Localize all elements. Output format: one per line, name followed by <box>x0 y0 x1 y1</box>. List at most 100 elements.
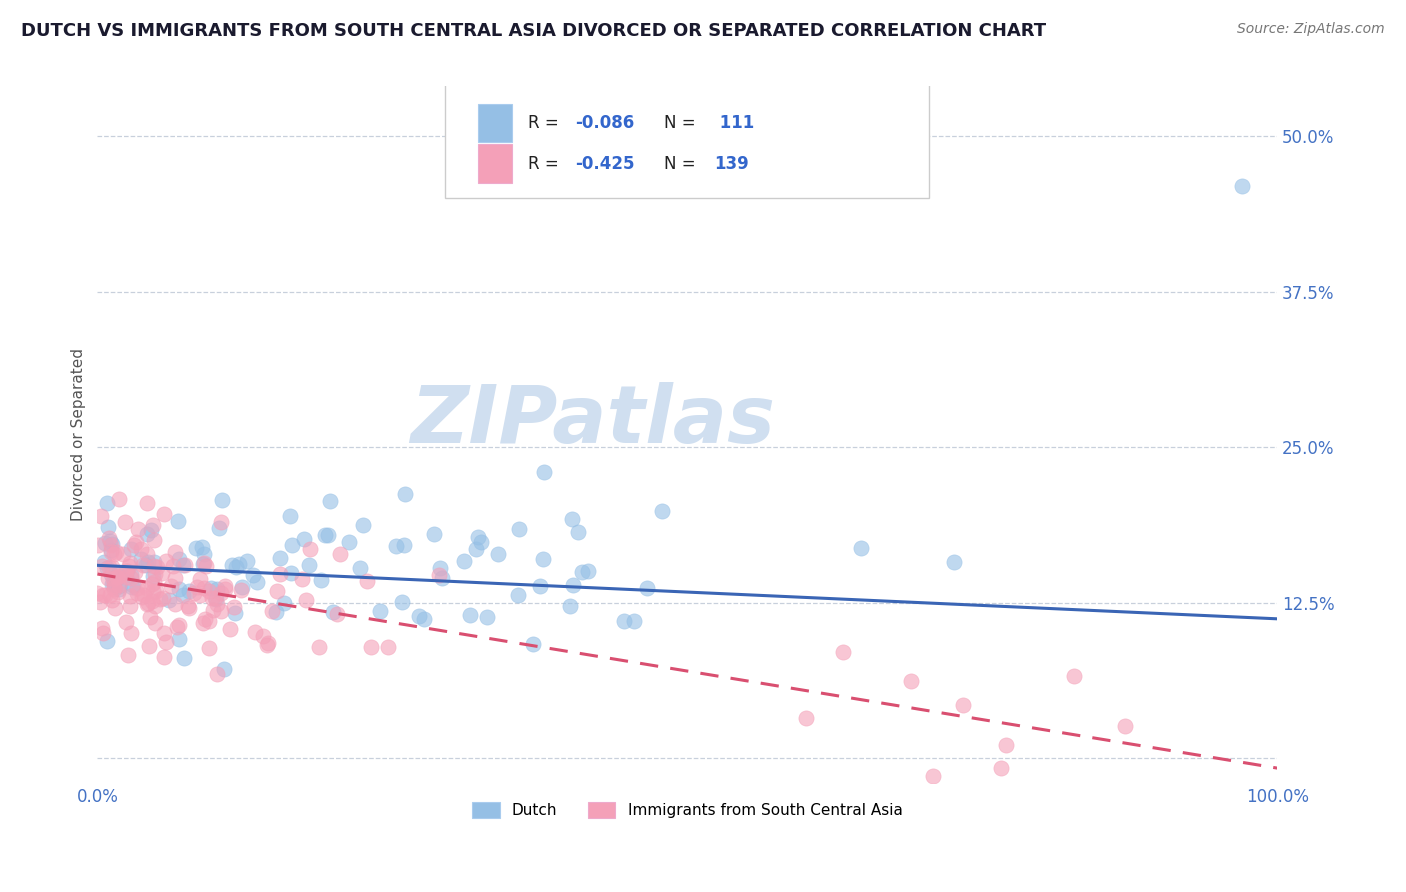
Point <box>173 651 195 665</box>
Point <box>100 593 122 607</box>
Point <box>172 588 194 602</box>
Point <box>368 604 391 618</box>
Point <box>135 581 157 595</box>
Point <box>360 640 382 654</box>
Point <box>392 538 415 552</box>
Point <box>273 596 295 610</box>
Point <box>252 629 274 643</box>
Point <box>326 607 349 621</box>
Point <box>256 638 278 652</box>
Point <box>391 595 413 609</box>
Point <box>107 567 129 582</box>
Point <box>139 523 162 537</box>
Point <box>142 559 165 574</box>
Point <box>533 466 555 480</box>
Point <box>221 558 243 573</box>
Point <box>269 566 291 581</box>
Point <box>198 584 221 599</box>
Point <box>186 541 208 555</box>
Point <box>209 604 232 618</box>
Point <box>349 560 371 574</box>
Point <box>561 578 583 592</box>
Point <box>155 554 177 568</box>
Point <box>280 566 302 581</box>
Point <box>201 591 224 605</box>
Point <box>851 541 873 555</box>
Point <box>427 568 450 582</box>
Point <box>177 601 200 615</box>
Text: R =: R = <box>529 154 564 172</box>
Point <box>165 545 187 559</box>
Point <box>321 605 343 619</box>
Point <box>429 561 451 575</box>
Point <box>191 540 214 554</box>
Point <box>394 487 416 501</box>
Point <box>98 534 121 549</box>
Point <box>205 592 228 607</box>
Point <box>308 640 330 654</box>
Point <box>141 576 163 591</box>
Point <box>218 622 240 636</box>
Point <box>529 579 551 593</box>
Point <box>108 579 131 593</box>
Point <box>118 559 141 574</box>
Point <box>571 565 593 579</box>
Point <box>319 493 342 508</box>
Point <box>179 583 201 598</box>
Point <box>209 515 232 529</box>
Point <box>195 558 218 573</box>
Point <box>118 556 141 570</box>
Point <box>136 547 159 561</box>
Point <box>142 569 165 583</box>
Point <box>120 542 142 557</box>
Text: 139: 139 <box>714 154 749 172</box>
Point <box>264 605 287 619</box>
Point <box>100 538 122 552</box>
Point <box>86 586 108 600</box>
FancyBboxPatch shape <box>478 104 512 143</box>
Point <box>90 559 112 574</box>
Point <box>104 600 127 615</box>
Point <box>89 594 111 608</box>
Point <box>531 552 554 566</box>
Point <box>266 583 288 598</box>
Point <box>87 538 110 552</box>
Point <box>125 535 148 549</box>
Point <box>413 612 436 626</box>
Point <box>193 547 215 561</box>
Point <box>246 574 269 589</box>
Point <box>298 558 321 572</box>
Point <box>262 604 284 618</box>
Point <box>97 519 120 533</box>
Point <box>486 547 509 561</box>
Point <box>108 582 131 597</box>
Point <box>177 599 200 614</box>
Point <box>115 564 138 578</box>
Point <box>522 637 544 651</box>
Point <box>1063 668 1085 682</box>
Point <box>193 557 215 571</box>
Text: -0.425: -0.425 <box>575 154 634 172</box>
FancyBboxPatch shape <box>478 145 512 183</box>
Point <box>145 584 167 599</box>
Point <box>127 522 149 536</box>
Point <box>561 512 583 526</box>
Point <box>506 588 529 602</box>
Point <box>118 589 141 603</box>
Point <box>990 761 1012 775</box>
Point <box>105 544 128 558</box>
Point <box>208 521 231 535</box>
Point <box>167 582 190 596</box>
Point <box>152 508 174 522</box>
Point <box>174 558 197 572</box>
Point <box>228 557 250 571</box>
Point <box>384 539 406 553</box>
Point <box>115 564 138 578</box>
Point <box>135 558 157 573</box>
Point <box>236 554 259 568</box>
Point <box>560 599 582 613</box>
Point <box>139 610 162 624</box>
Point <box>143 533 166 547</box>
Point <box>167 514 190 528</box>
Point <box>141 594 163 608</box>
